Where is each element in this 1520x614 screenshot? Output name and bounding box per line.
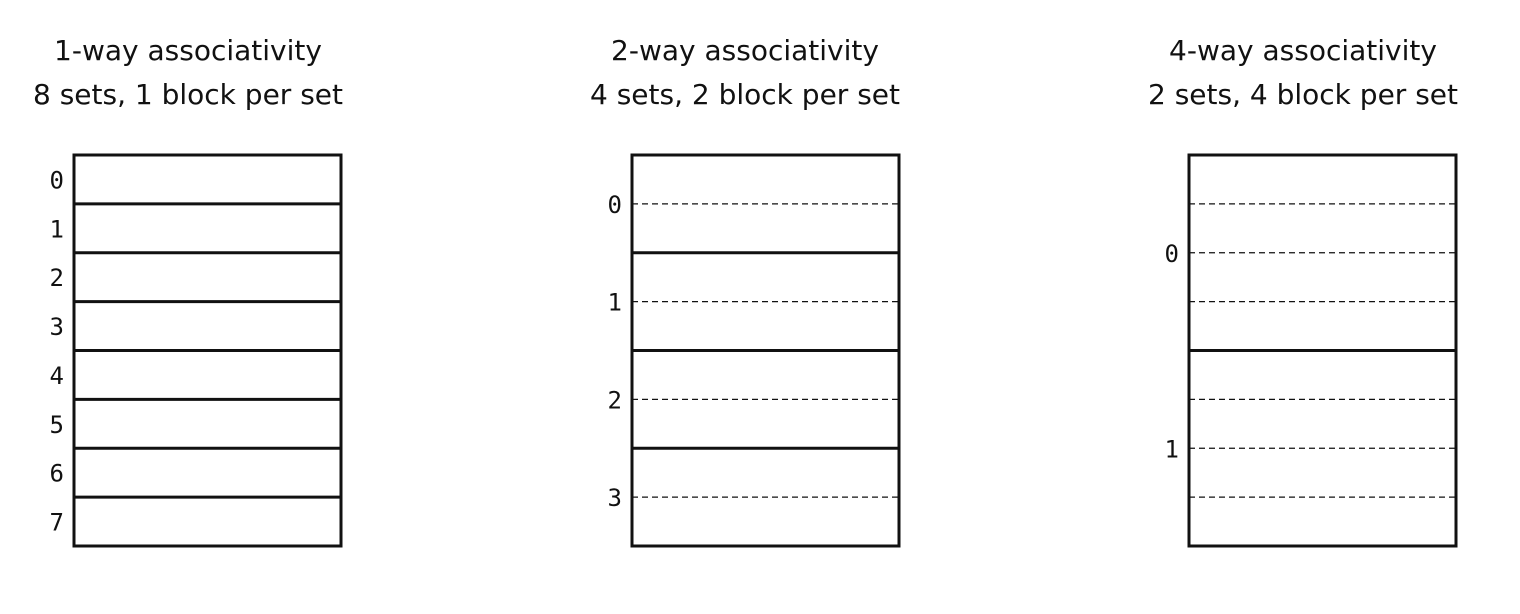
set-index-label: 4 <box>50 362 64 390</box>
panel-title-line2: 4 sets, 2 block per set <box>590 78 900 111</box>
cache-frame <box>1187 153 1458 548</box>
set-index-label: 3 <box>50 313 64 341</box>
set-index-label: 0 <box>608 191 622 219</box>
set-index-label: 1 <box>1165 435 1179 463</box>
panel-title-line2: 2 sets, 4 block per set <box>1148 78 1458 111</box>
cache-grid: 01 <box>1165 153 1458 548</box>
set-index-label: 3 <box>608 484 622 512</box>
set-index-label: 5 <box>50 411 64 439</box>
set-index-label: 7 <box>50 509 64 537</box>
set-index-label: 1 <box>608 289 622 317</box>
cache-grid: 0 1 2 3 <box>608 153 901 548</box>
panel-title-line1: 2-way associativity <box>611 34 879 67</box>
cache-frame <box>72 153 343 548</box>
panel-title-line2: 8 sets, 1 block per set <box>33 78 343 111</box>
panel-1-way: 1-way associativity 8 sets, 1 block per … <box>33 34 343 548</box>
set-index-label: 6 <box>50 460 64 488</box>
panel-title-line1: 1-way associativity <box>54 34 322 67</box>
cache-grid: 0 1 2 3 4 5 6 7 <box>50 153 343 548</box>
set-index-label: 0 <box>50 166 64 194</box>
set-index-label: 2 <box>608 386 622 414</box>
set-index-label: 0 <box>1165 240 1179 268</box>
cache-frame <box>630 153 901 548</box>
panel-title-line1: 4-way associativity <box>1169 34 1437 67</box>
set-index-label: 1 <box>50 215 64 243</box>
panel-4-way: 4-way associativity 2 sets, 4 block per … <box>1148 34 1458 548</box>
panel-2-way: 2-way associativity 4 sets, 2 block per … <box>590 34 901 548</box>
set-index-label: 2 <box>50 264 64 292</box>
